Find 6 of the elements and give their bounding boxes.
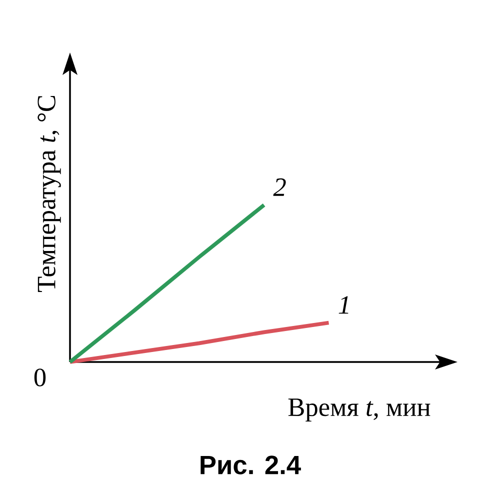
text: 0: [34, 368, 46, 386]
x-axis-title: Время t, мин: [288, 398, 430, 422]
text: Рис. 2.4: [200, 456, 301, 474]
series-label: 1: [338, 296, 348, 314]
y-axis-title: Температура t, °C: [38, 96, 61, 292]
series-label: 2: [273, 178, 286, 196]
